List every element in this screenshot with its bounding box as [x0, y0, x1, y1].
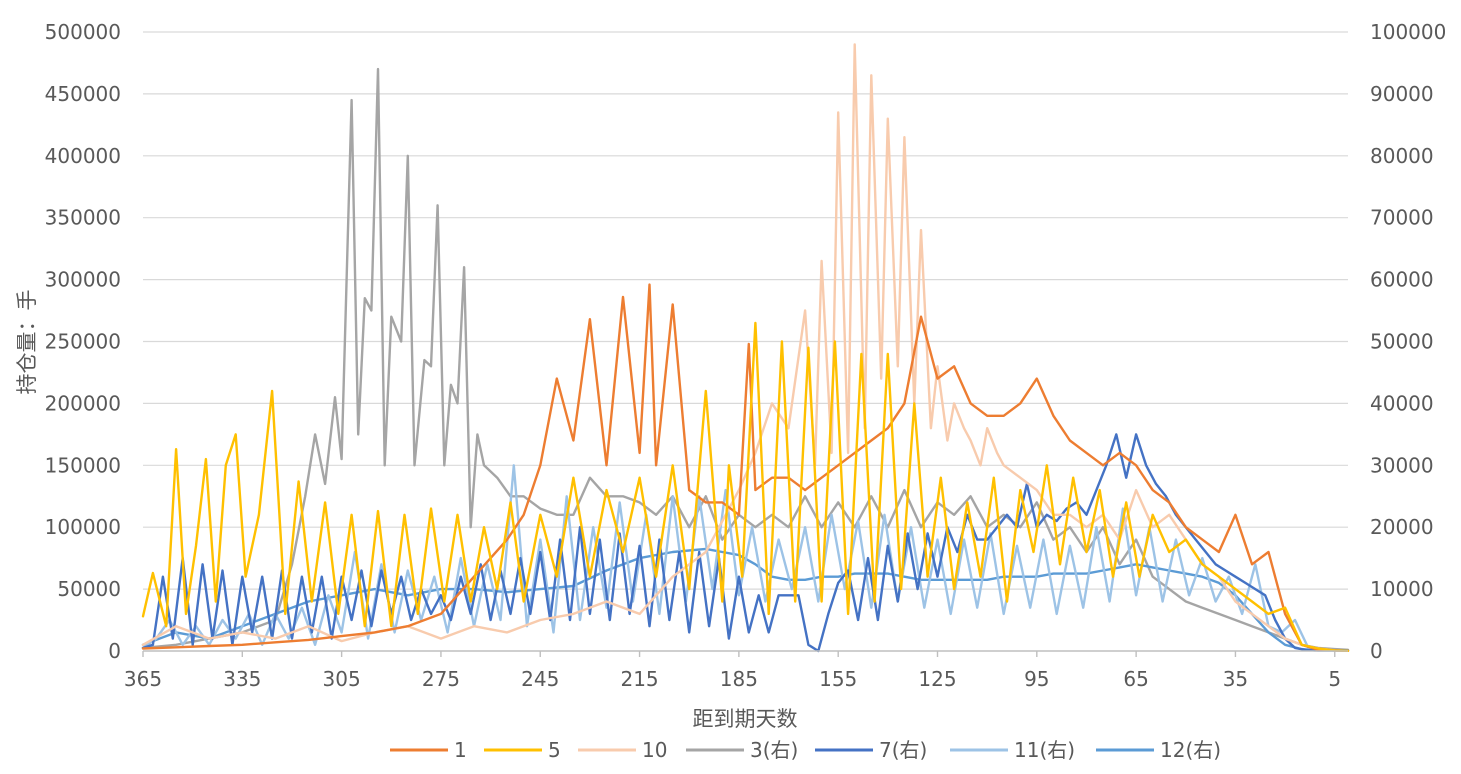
right-y-tick-label: 30000 — [1370, 453, 1434, 477]
legend-label: 10 — [642, 738, 667, 762]
series-line-1 — [141, 283, 1350, 652]
right-y-tick-label: 40000 — [1370, 391, 1434, 415]
left-y-tick-label: 300000 — [45, 268, 121, 292]
legend-label: 7(右) — [879, 738, 927, 762]
left-y-axis-ticks: 5000004500004000003500003000002500002000… — [45, 20, 121, 663]
x-tick-label: 95 — [1024, 667, 1049, 691]
legend-label: 12(右) — [1160, 738, 1221, 762]
left-y-tick-label: 350000 — [45, 206, 121, 230]
x-tick-label: 65 — [1123, 667, 1148, 691]
series-line-5 — [141, 433, 1350, 653]
right-y-axis-ticks: 1000009000080000700006000050000400003000… — [1370, 20, 1446, 663]
legend-label: 3(右) — [750, 738, 798, 762]
x-tick-label: 365 — [124, 667, 162, 691]
series-line-2 — [141, 321, 1350, 652]
left-y-tick-label: 250000 — [45, 330, 121, 354]
series-lines — [141, 43, 1350, 653]
right-y-tick-label: 60000 — [1370, 268, 1434, 292]
x-tick-label: 275 — [422, 667, 460, 691]
x-tick-label: 215 — [620, 667, 658, 691]
right-y-tick-label: 80000 — [1370, 144, 1434, 168]
left-y-tick-label: 500000 — [45, 20, 121, 44]
legend-label: 11(右) — [1014, 738, 1075, 762]
legend-label: 1 — [454, 738, 467, 762]
left-y-tick-label: 450000 — [45, 82, 121, 106]
right-y-tick-label: 0 — [1370, 639, 1383, 663]
right-y-tick-label: 70000 — [1370, 206, 1434, 230]
left-y-tick-label: 100000 — [45, 515, 121, 539]
legend: 1 5 10 3(右) 7(右) 11(右) 12(右) — [390, 738, 1221, 762]
left-y-tick-label: 200000 — [45, 391, 121, 415]
left-y-tick-label: 50000 — [57, 577, 121, 601]
right-y-tick-label: 50000 — [1370, 330, 1434, 354]
x-tick-label: 125 — [918, 667, 956, 691]
x-axis-title: 距到期天数 — [693, 707, 798, 731]
x-tick-label: 35 — [1223, 667, 1248, 691]
x-tick-label: 155 — [819, 667, 857, 691]
x-tick-label: 5 — [1328, 667, 1341, 691]
right-y-tick-label: 100000 — [1370, 20, 1446, 44]
x-tick-label: 305 — [323, 667, 361, 691]
x-axis-ticks: 365 335 305 275 245 215 185 155 125 95 65 35 5 — [124, 651, 1341, 691]
y-axis-title: 持仓量：手 — [15, 290, 39, 395]
x-tick-label: 185 — [720, 667, 758, 691]
series-line-3 — [141, 43, 1350, 652]
right-y-tick-label: 10000 — [1370, 577, 1434, 601]
legend-label: 5 — [548, 738, 561, 762]
left-y-tick-label: 400000 — [45, 144, 121, 168]
right-y-tick-label: 90000 — [1370, 82, 1434, 106]
right-y-tick-label: 20000 — [1370, 515, 1434, 539]
series-line-4 — [141, 67, 1350, 651]
x-tick-label: 245 — [521, 667, 559, 691]
left-y-tick-label: 150000 — [45, 453, 121, 477]
left-y-tick-label: 0 — [108, 639, 121, 663]
x-tick-label: 335 — [223, 667, 261, 691]
